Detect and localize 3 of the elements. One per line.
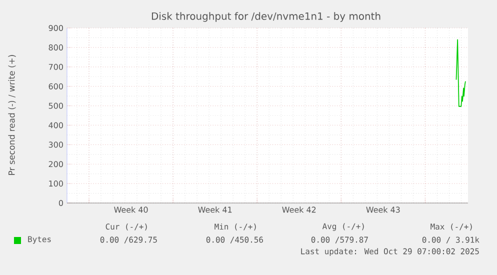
chart-title: Disk throughput for /dev/nvme1n1 - by month [152, 12, 380, 22]
line-series [456, 39, 466, 107]
y-axis-title: Pr second read (-) / write (+) [8, 55, 16, 175]
